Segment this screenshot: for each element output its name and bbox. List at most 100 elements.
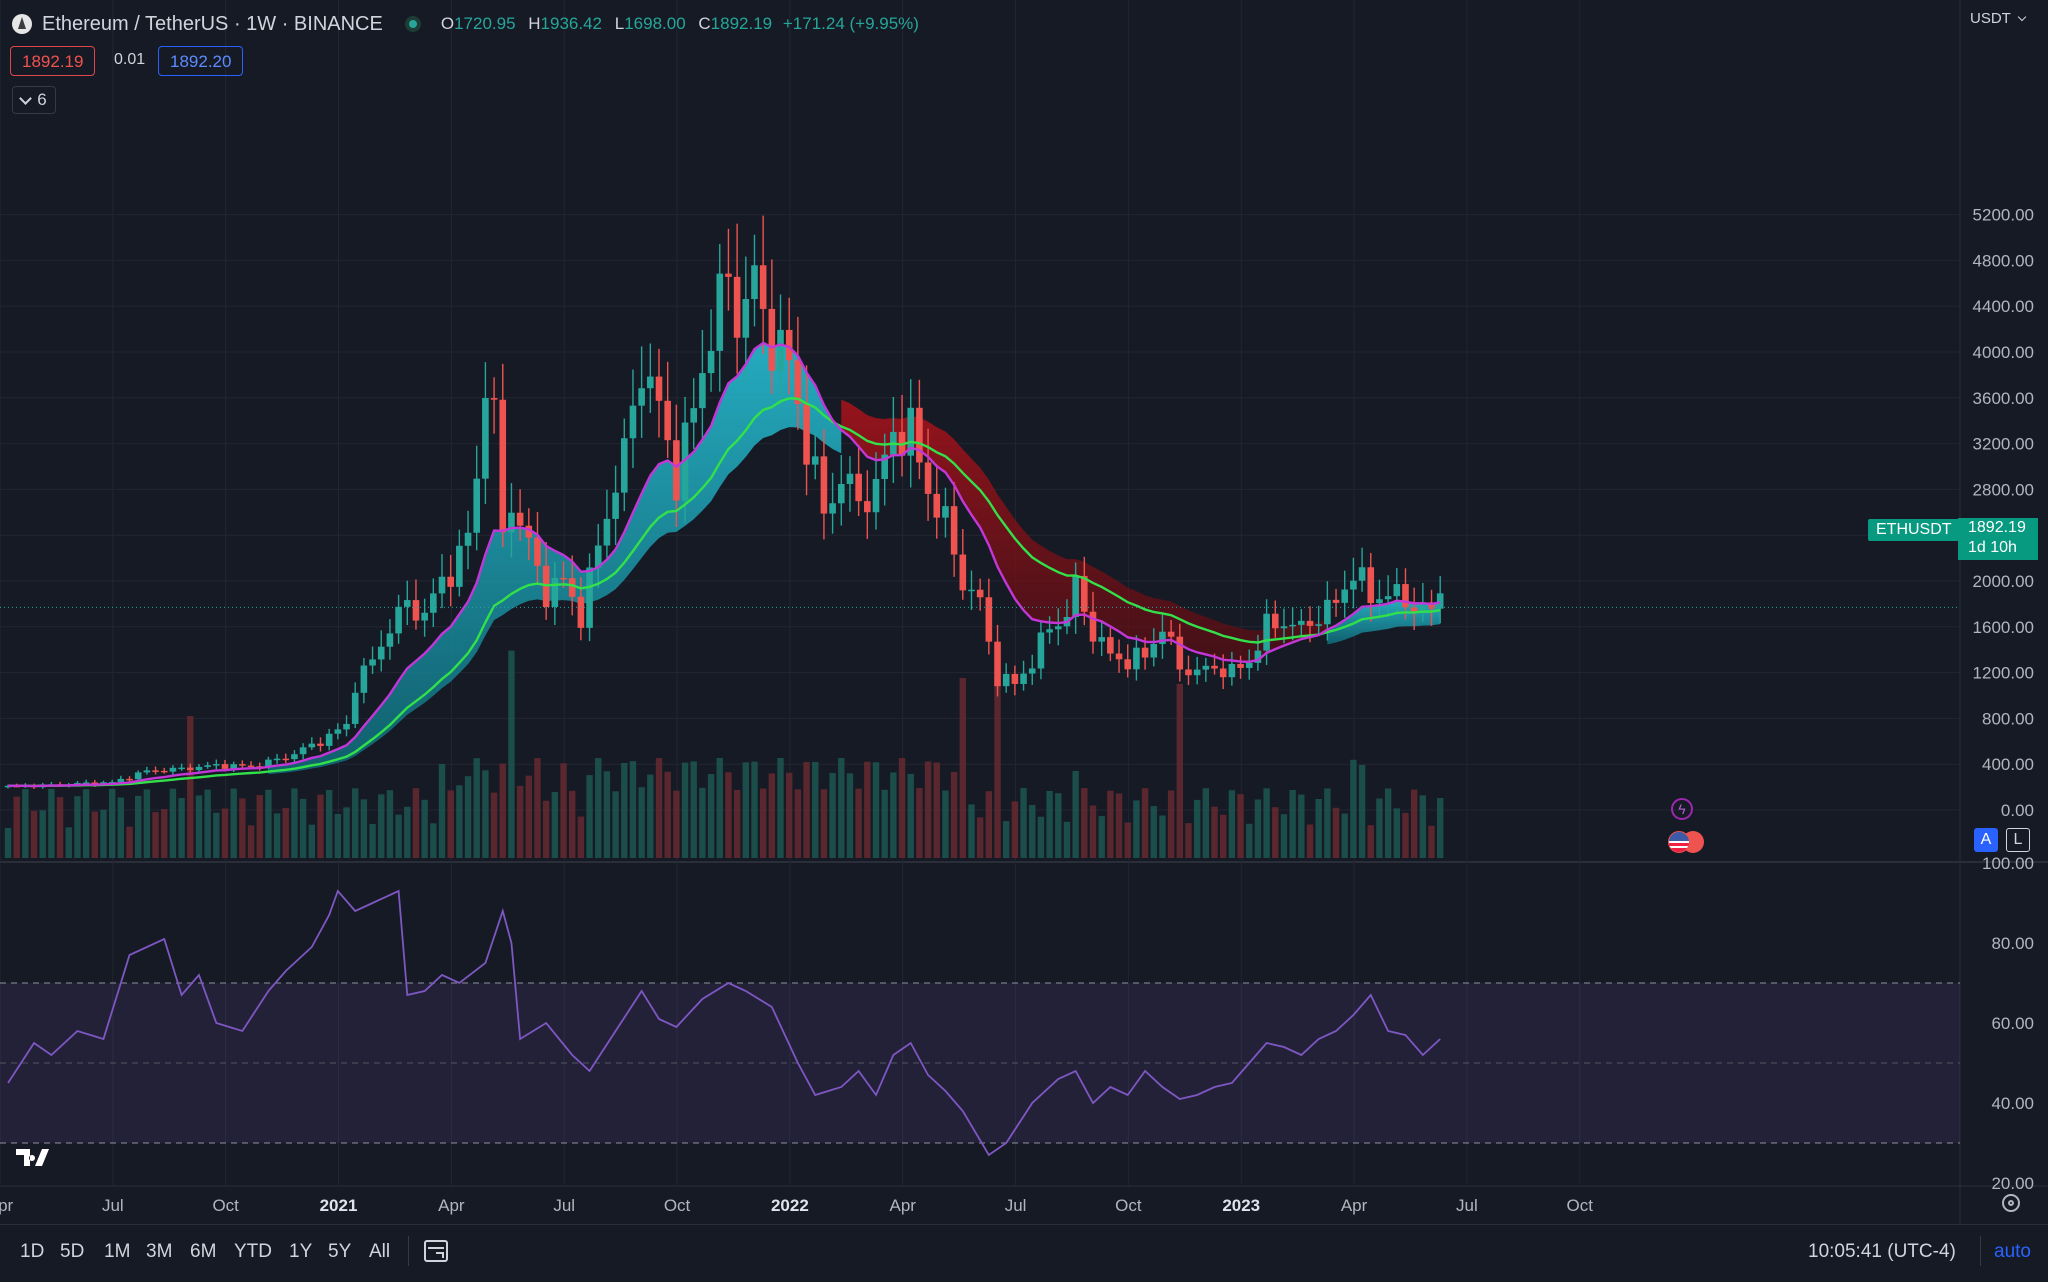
candle-down [655,376,663,401]
currency-label: USDT [1970,10,2011,27]
candle-down [803,403,810,465]
volume-bar [1298,794,1305,858]
candle-down [916,407,923,463]
timeframe-ytd-button[interactable]: YTD [234,1241,272,1262]
volume-bar [108,788,116,858]
timeframe-1d-button[interactable]: 1D [20,1241,45,1262]
log-scale-button[interactable]: L [2006,828,2030,852]
candle-up [1419,602,1427,613]
candle-down [516,512,524,526]
volume-bar [890,772,897,858]
settings-gear-icon[interactable] [2002,1194,2020,1212]
rsi-tick-label: 60.00 [1991,1014,2034,1033]
candle-down [794,360,802,404]
timeframe-5d-button[interactable]: 5D [60,1241,85,1262]
currency-selector[interactable]: USDT [1970,10,2026,27]
volume-bar [178,797,185,858]
us-flag-event-icon[interactable] [1668,830,1708,854]
symbol-title[interactable]: Ethereum / TetherUS · 1W · BINANCE [42,12,383,35]
volume-bar [673,790,680,858]
price-tick-label: 5200.00 [1973,206,2034,225]
moving-average-lines [0,341,1960,788]
slow-ma-line [7,397,1441,788]
candle-up [430,593,437,613]
last-price: 1892.19 [1968,519,2026,536]
price-tick-label: 2800.00 [1973,480,2034,499]
candle-down [1124,659,1132,670]
time-tick-label: Oct [1567,1196,1594,1215]
candle-down [1141,647,1149,658]
volume-bar [638,787,645,858]
change-value: +171.24 (+9.95%) [782,14,919,33]
indicators-toggle-button[interactable]: 6 [12,86,56,114]
candle-up [968,589,975,592]
candle-down [1185,669,1192,676]
timeframe-3m-button[interactable]: 3M [146,1241,173,1262]
sell-price-button[interactable]: 1892.19 [10,46,96,76]
candle-down [1428,602,1435,609]
volume-bar [542,800,550,858]
volume-bar [239,798,246,858]
indicators-count: 6 [37,90,47,109]
volume-bar [1150,806,1157,858]
candle-up [742,299,750,338]
auto-scale-button[interactable]: A [1974,828,1998,852]
candle-up [299,747,307,755]
volume-bar [1402,812,1409,858]
candle-up [594,545,602,568]
timeframe-1y-button[interactable]: 1Y [289,1241,313,1262]
candle-up [1054,626,1062,630]
volume-bar [126,826,133,858]
auto-button[interactable]: auto [1994,1241,2031,1262]
volume-bar [65,827,72,858]
candle-down [1306,620,1314,626]
candle-up [551,577,559,607]
candle-down [855,473,862,502]
candle-up [1020,673,1027,684]
price-tick-label: 1200.00 [1973,664,2034,683]
tradingview-logo[interactable] [16,1146,58,1168]
volume-bar [39,810,46,858]
rsi-line [7,889,1441,1157]
toolbar-divider [1980,1236,1981,1266]
timeframe-1m-button[interactable]: 1M [104,1241,131,1262]
candle-down [499,399,507,533]
time-tick-label: 2022 [771,1196,809,1215]
candle-up [395,606,402,634]
volume-bar [803,762,810,858]
date-range-calendar-icon[interactable] [424,1240,448,1262]
timeframe-6m-button[interactable]: 6M [190,1241,217,1262]
volume-bars [4,650,1444,858]
volume-bar [447,790,454,858]
volume-bar [942,790,949,858]
volume-bar [82,789,90,858]
volume-bar [976,817,984,858]
candle-up [629,405,637,439]
candle-down [1089,611,1097,642]
volume-bar [187,715,194,858]
candles [4,215,1444,789]
volume-bar [317,794,324,858]
candle-down [1081,575,1088,612]
clock-timezone[interactable]: 10:05:41 (UTC-4) [1808,1241,1956,1262]
symbol-header: Ethereum / TetherUS · 1W · BINANCE O1720… [12,10,919,38]
volume-bar [742,762,749,858]
volume-bar [256,795,263,858]
symbol-price-tag: ETHUSDT [1868,519,1960,541]
market-status-icon[interactable] [404,16,421,32]
candle-down [976,589,984,598]
candle-up [438,576,446,594]
timeframe-5y-button[interactable]: 5Y [328,1241,352,1262]
candle-down [864,501,871,513]
candle-down [152,770,159,772]
lightning-event-icon[interactable]: ϟ [1671,798,1693,820]
volume-bar [1419,795,1427,858]
candle-up [1002,673,1010,687]
candle-down [160,770,168,773]
buy-price-button[interactable]: 1892.20 [158,46,244,76]
volume-bar [855,788,862,858]
candle-up [1228,663,1236,678]
timeframe-all-button[interactable]: All [369,1241,391,1262]
candle-down [1011,673,1019,684]
